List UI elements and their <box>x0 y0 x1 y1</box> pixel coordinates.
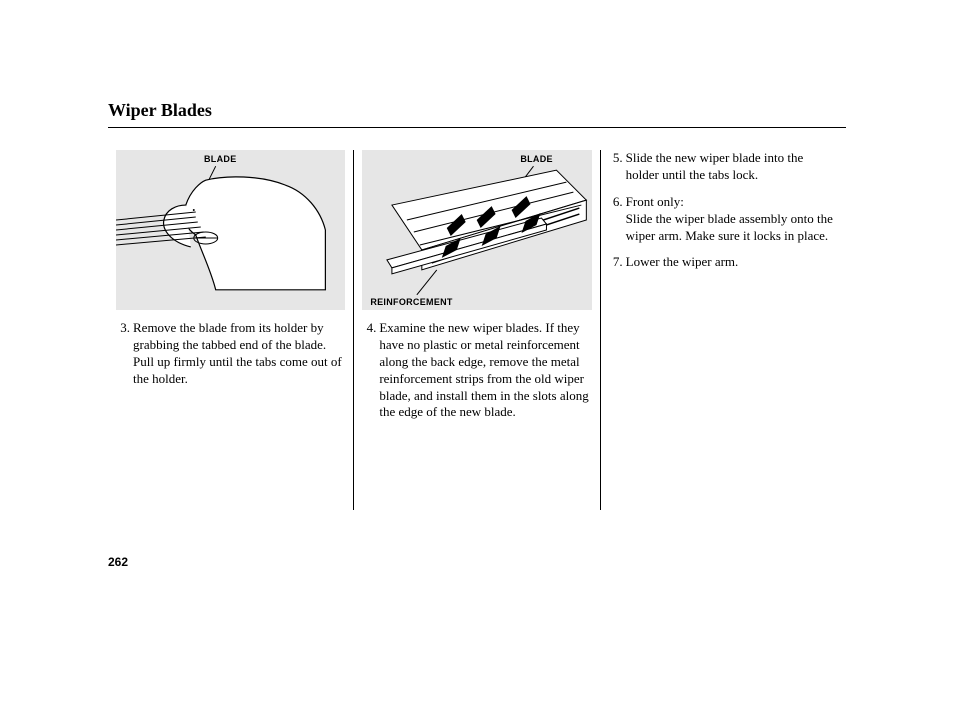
step-3-num: 3. <box>116 320 130 388</box>
step-3: 3. Remove the blade from its holder by g… <box>116 320 345 388</box>
step-6-line2: Slide the wiper blade assembly onto the … <box>626 211 833 243</box>
figure-2-label-reinforcement: REINFORCEMENT <box>370 297 452 307</box>
step-7-num: 7. <box>609 254 623 271</box>
step-7: 7. Lower the wiper arm. <box>609 254 838 271</box>
page-title: Wiper Blades <box>108 100 846 128</box>
step-7-text: Lower the wiper arm. <box>626 254 838 271</box>
figure-1-label-blade: BLADE <box>204 154 237 164</box>
figure-1-svg <box>116 150 345 310</box>
column-2: BLADE REINFORCEMENT <box>353 150 599 510</box>
step-6: 6. Front only: Slide the wiper blade ass… <box>609 194 838 245</box>
step-4-text: Examine the new wiper blades. If they ha… <box>379 320 591 421</box>
step-4: 4. Examine the new wiper blades. If they… <box>362 320 591 421</box>
step-4-num: 4. <box>362 320 376 421</box>
figure-1: BLADE <box>116 150 345 310</box>
figure-2-svg <box>362 150 591 310</box>
step-6-text: Front only: Slide the wiper blade assemb… <box>626 194 838 245</box>
step-6-num: 6. <box>609 194 623 245</box>
page-number: 262 <box>108 555 128 569</box>
step-6-line1: Front only: <box>626 194 684 209</box>
figure-2-label-blade: BLADE <box>520 154 553 164</box>
step-3-text: Remove the blade from its holder by grab… <box>133 320 345 388</box>
column-1: BLADE <box>108 150 353 510</box>
page-content: Wiper Blades BLADE <box>108 100 846 510</box>
step-5-text: Slide the new wiper blade into the holde… <box>626 150 838 184</box>
columns: BLADE <box>108 150 846 510</box>
column-3: 5. Slide the new wiper blade into the ho… <box>600 150 846 510</box>
figure-2: BLADE REINFORCEMENT <box>362 150 591 310</box>
step-5: 5. Slide the new wiper blade into the ho… <box>609 150 838 184</box>
step-5-num: 5. <box>609 150 623 184</box>
